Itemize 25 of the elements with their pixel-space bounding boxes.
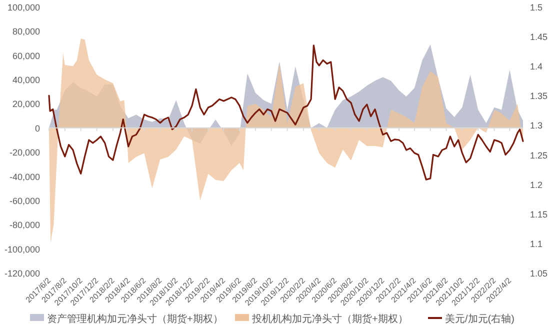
y-tick-label: -40,000 — [9, 172, 40, 182]
y2-tick-label: 1.15 — [530, 209, 548, 220]
y2-tick-label: 1.1 — [530, 238, 543, 249]
y2-tick-label: 1.5 — [530, 2, 543, 12]
legend-label: 美元/加元(右轴) — [445, 313, 514, 325]
y-tick-label: 20,000 — [12, 99, 40, 110]
y2-tick-label: 1.45 — [530, 32, 548, 42]
y2-tick-label: 1.4 — [530, 62, 543, 72]
legend-label: 资产管理机构加元净头寸（期货+期权） — [47, 313, 223, 325]
y-tick-label: -80,000 — [9, 220, 40, 230]
y2-tick-label: 1.2 — [530, 180, 543, 190]
y2-tick-label: 1.05 — [530, 268, 548, 278]
y-tick-label: -120,000 — [4, 268, 40, 278]
y-tick-label: 0 — [34, 123, 40, 134]
y2-tick-label: 1.25 — [530, 150, 548, 160]
y2-tick-label: 1.35 — [530, 91, 548, 102]
y-tick-label: 80,000 — [12, 26, 40, 37]
y-tick-label: -100,000 — [4, 244, 40, 254]
y-tick-label: 40,000 — [12, 75, 40, 86]
y2-tick-label: 1.3 — [530, 120, 543, 131]
legend-label: 投机机构加元净头寸（期货+期权） — [251, 313, 408, 325]
y-tick-label: -20,000 — [9, 148, 40, 158]
y-tick-label: 100,000 — [7, 2, 40, 12]
y-tick-label: -60,000 — [9, 196, 40, 206]
y-tick-label: 60,000 — [12, 50, 40, 61]
